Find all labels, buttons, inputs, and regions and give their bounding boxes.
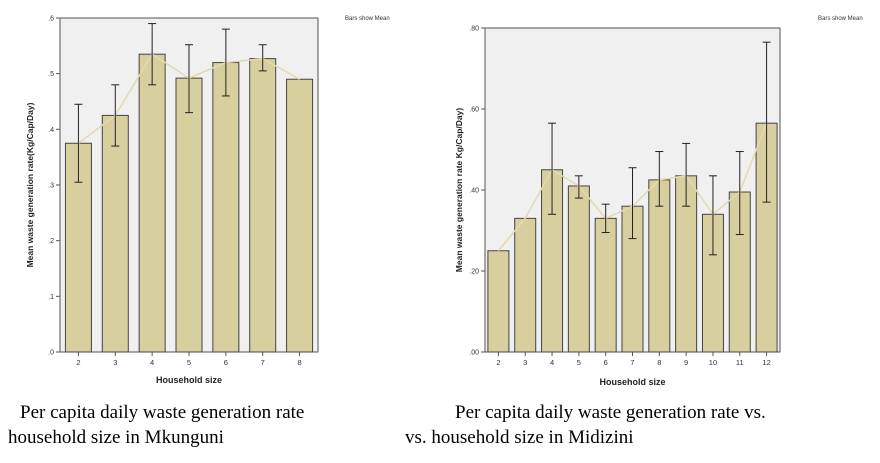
chart2-y-tick-label: .80	[469, 26, 479, 33]
chart1-bar	[249, 58, 277, 353]
chart1-bar	[175, 77, 203, 353]
charts-canvas: .0 .1 .2 .3 .4 .5 .6 2 3 4 5 6 7 8 Household size Mean …	[25, 16, 863, 388]
chart2-bar	[567, 185, 590, 353]
chart2-x-axis-title: Household size	[599, 377, 665, 387]
chart2-bar	[514, 217, 537, 353]
chart1-x-tick-label: 6	[224, 358, 228, 367]
chart2-x-tick-label: 5	[577, 358, 581, 367]
chart2-x-tick-label: 12	[762, 358, 770, 367]
chart2-y-tick-label: .60	[469, 107, 479, 114]
chart1-x-tick-label: 7	[261, 358, 265, 367]
chart2-bar	[594, 217, 617, 353]
chart1-x-tick-label: 3	[113, 358, 117, 367]
chart1-y-tick-label: .5	[48, 71, 54, 78]
chart2-y-tick-label: .40	[469, 188, 479, 195]
chart1-y-tick-label: .0	[48, 350, 54, 357]
chart1-x-axis-title: Household size	[156, 375, 222, 385]
chart1-y-tick-label: .4	[48, 127, 54, 134]
chart2-y-tick-label: .00	[469, 350, 479, 357]
chart2-group: .00 .20 .40 .60 .80 2 3 4 5 6 7 8 9 10 11 12 Household s…	[454, 16, 863, 387]
chart2-x-tick-label: 4	[550, 358, 554, 367]
chart1-y-axis-title: Mean waste generation rate(Kg/Cap/Day)	[25, 102, 35, 267]
caption-left-line1: Per capita daily waste generation rate	[20, 402, 305, 423]
chart1-group: .0 .1 .2 .3 .4 .5 .6 2 3 4 5 6 7 8 Household size Mean …	[25, 16, 390, 386]
chart1-bar	[212, 62, 240, 353]
chart1-x-tick-label: 4	[150, 358, 154, 367]
chart2-y-tick-label: .20	[469, 269, 479, 276]
chart2-x-tick-label: 2	[496, 358, 500, 367]
chart2-bars-note: Bars show Mean	[818, 16, 863, 22]
chart1-bar	[101, 114, 129, 353]
chart2-x-tick-label: 8	[657, 358, 661, 367]
chart1-x-tick-label: 2	[76, 358, 80, 367]
caption-right-line1: Per capita daily waste generation rate v…	[455, 402, 766, 423]
chart2-x-tick-label: 7	[630, 358, 634, 367]
caption-left-line2: household size in Mkunguni	[8, 427, 224, 448]
chart1-y-tick-label: .2	[48, 238, 54, 245]
chart1-y-tick-label: .1	[48, 294, 54, 301]
chart1-bars-note: Bars show Mean	[345, 16, 390, 22]
chart2-x-tick-label: 3	[523, 358, 527, 367]
chart2-bar	[487, 250, 510, 353]
caption-right-line2: vs. household size in Midizini	[405, 427, 634, 448]
chart1-bar	[286, 78, 314, 353]
chart2-x-tick-label: 10	[709, 358, 717, 367]
chart2-x-tick-label: 6	[604, 358, 608, 367]
chart2-x-tick-label: 9	[684, 358, 688, 367]
chart1-y-tick-label: .3	[48, 183, 54, 190]
chart1-x-tick-label: 8	[297, 358, 301, 367]
chart1-x-tick-label: 5	[187, 358, 191, 367]
chart1-bar	[138, 53, 166, 353]
chart2-y-axis-title: Mean waste generation rate Kg/Cap/Day)	[454, 108, 464, 273]
chart1-y-tick-label: .6	[48, 16, 54, 23]
chart2-x-tick-label: 11	[736, 358, 744, 367]
